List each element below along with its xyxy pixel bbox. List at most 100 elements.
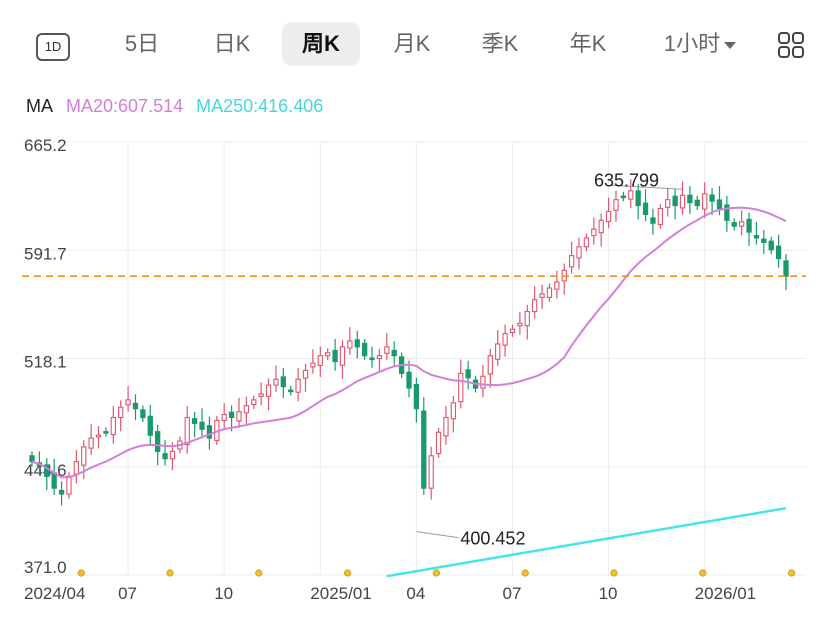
tab-1d-icon[interactable]: 1D <box>36 33 70 61</box>
candle-body <box>524 310 530 327</box>
y-tick-label: 518.1 <box>24 353 67 372</box>
candle-body <box>325 352 331 357</box>
x-tick-label: 10 <box>214 584 233 603</box>
candle-body <box>265 384 272 397</box>
tab-5d[interactable]: 5日 <box>124 31 160 56</box>
candle-body <box>421 410 427 489</box>
tab-day-k[interactable]: 日K <box>213 31 251 56</box>
candle-body <box>310 362 316 368</box>
candle-body <box>458 372 464 403</box>
candle-body <box>576 246 582 259</box>
candle-body <box>738 221 745 227</box>
candle-body <box>746 218 752 233</box>
candles <box>29 179 789 506</box>
tab-quarter-k[interactable]: 季K <box>481 31 519 56</box>
candle-body <box>295 378 301 393</box>
candle-body <box>258 393 264 397</box>
candle-body <box>125 399 131 406</box>
candle-body <box>140 409 146 419</box>
candle-body <box>228 411 235 419</box>
candle-body <box>251 399 257 406</box>
candle-body <box>487 355 493 375</box>
candle-body <box>672 195 678 207</box>
candle-body <box>628 190 634 200</box>
ma250-line <box>386 506 787 578</box>
candle-body <box>184 416 190 446</box>
grid-icon[interactable] <box>778 32 804 58</box>
candle-body <box>465 369 471 379</box>
candle-body <box>288 389 294 393</box>
candle-body <box>302 369 309 379</box>
event-marker <box>521 569 529 577</box>
candle-body <box>280 376 286 388</box>
x-tick-label: 07 <box>502 584 521 603</box>
y-tick-label: 371.0 <box>24 558 67 577</box>
event-marker <box>166 569 174 577</box>
candle-body <box>347 340 353 349</box>
x-tick-label: 10 <box>599 584 618 603</box>
candle-body <box>709 194 715 202</box>
candle-body <box>702 193 708 210</box>
candle-body <box>206 425 213 439</box>
event-marker <box>610 569 618 577</box>
candle-body <box>118 406 124 419</box>
tab-year-k[interactable]: 年K <box>569 31 607 56</box>
candle-body <box>605 210 612 223</box>
candle-body <box>273 378 279 386</box>
candle-body <box>317 355 323 366</box>
candle-body <box>568 255 575 268</box>
candle-body <box>620 195 627 199</box>
candle-body <box>724 204 730 221</box>
ma20-value: MA20:607.514 <box>66 96 184 116</box>
candle-body <box>88 437 94 449</box>
candle-body <box>162 453 168 460</box>
candle-body <box>583 237 590 248</box>
candle-body <box>532 299 538 313</box>
event-marker <box>255 569 263 577</box>
candle-body <box>243 405 250 414</box>
candle-body <box>694 199 700 207</box>
candle-body <box>642 202 649 215</box>
candle-body <box>428 455 434 489</box>
candle-body <box>110 416 116 436</box>
candle-body <box>761 238 767 243</box>
candle-body <box>95 434 102 438</box>
candle-body <box>502 333 508 346</box>
chevron-down-icon <box>724 41 737 49</box>
grid-lines <box>22 141 806 576</box>
event-marker <box>432 569 440 577</box>
x-tick-label: 2026/01 <box>695 584 756 603</box>
candle-body <box>354 339 360 348</box>
candle-body <box>236 411 242 422</box>
candle-body <box>495 343 501 360</box>
candle-body <box>480 375 486 389</box>
candle-body <box>554 281 560 290</box>
candle-body <box>376 355 383 360</box>
candle-body <box>613 199 619 211</box>
event-marker <box>343 569 352 577</box>
x-tick-label: 2025/01 <box>310 584 371 603</box>
candle-body <box>783 260 789 277</box>
candle-body <box>51 472 57 489</box>
candle-body <box>768 240 774 251</box>
event-marker <box>787 569 796 577</box>
event-markers <box>77 569 796 577</box>
candle-body <box>191 418 198 424</box>
candle-body <box>539 293 545 298</box>
candle-body <box>73 461 80 475</box>
y-tick-label: 591.7 <box>24 244 67 263</box>
ma-legend: MA MA20:607.514 MA250:416.406 <box>26 96 331 117</box>
candle-body <box>169 450 176 460</box>
tab-hour[interactable]: 1小时 <box>652 22 748 66</box>
candle-body <box>413 384 420 410</box>
tab-month-k[interactable]: 月K <box>393 31 431 56</box>
candle-body <box>731 222 737 227</box>
candle-body <box>81 446 87 466</box>
tab-week-k[interactable]: 周K <box>282 22 360 66</box>
candle-body <box>450 402 457 420</box>
candle-body <box>29 455 35 463</box>
candle-body <box>155 431 161 452</box>
candle-body <box>716 199 723 210</box>
candle-body <box>635 190 641 207</box>
